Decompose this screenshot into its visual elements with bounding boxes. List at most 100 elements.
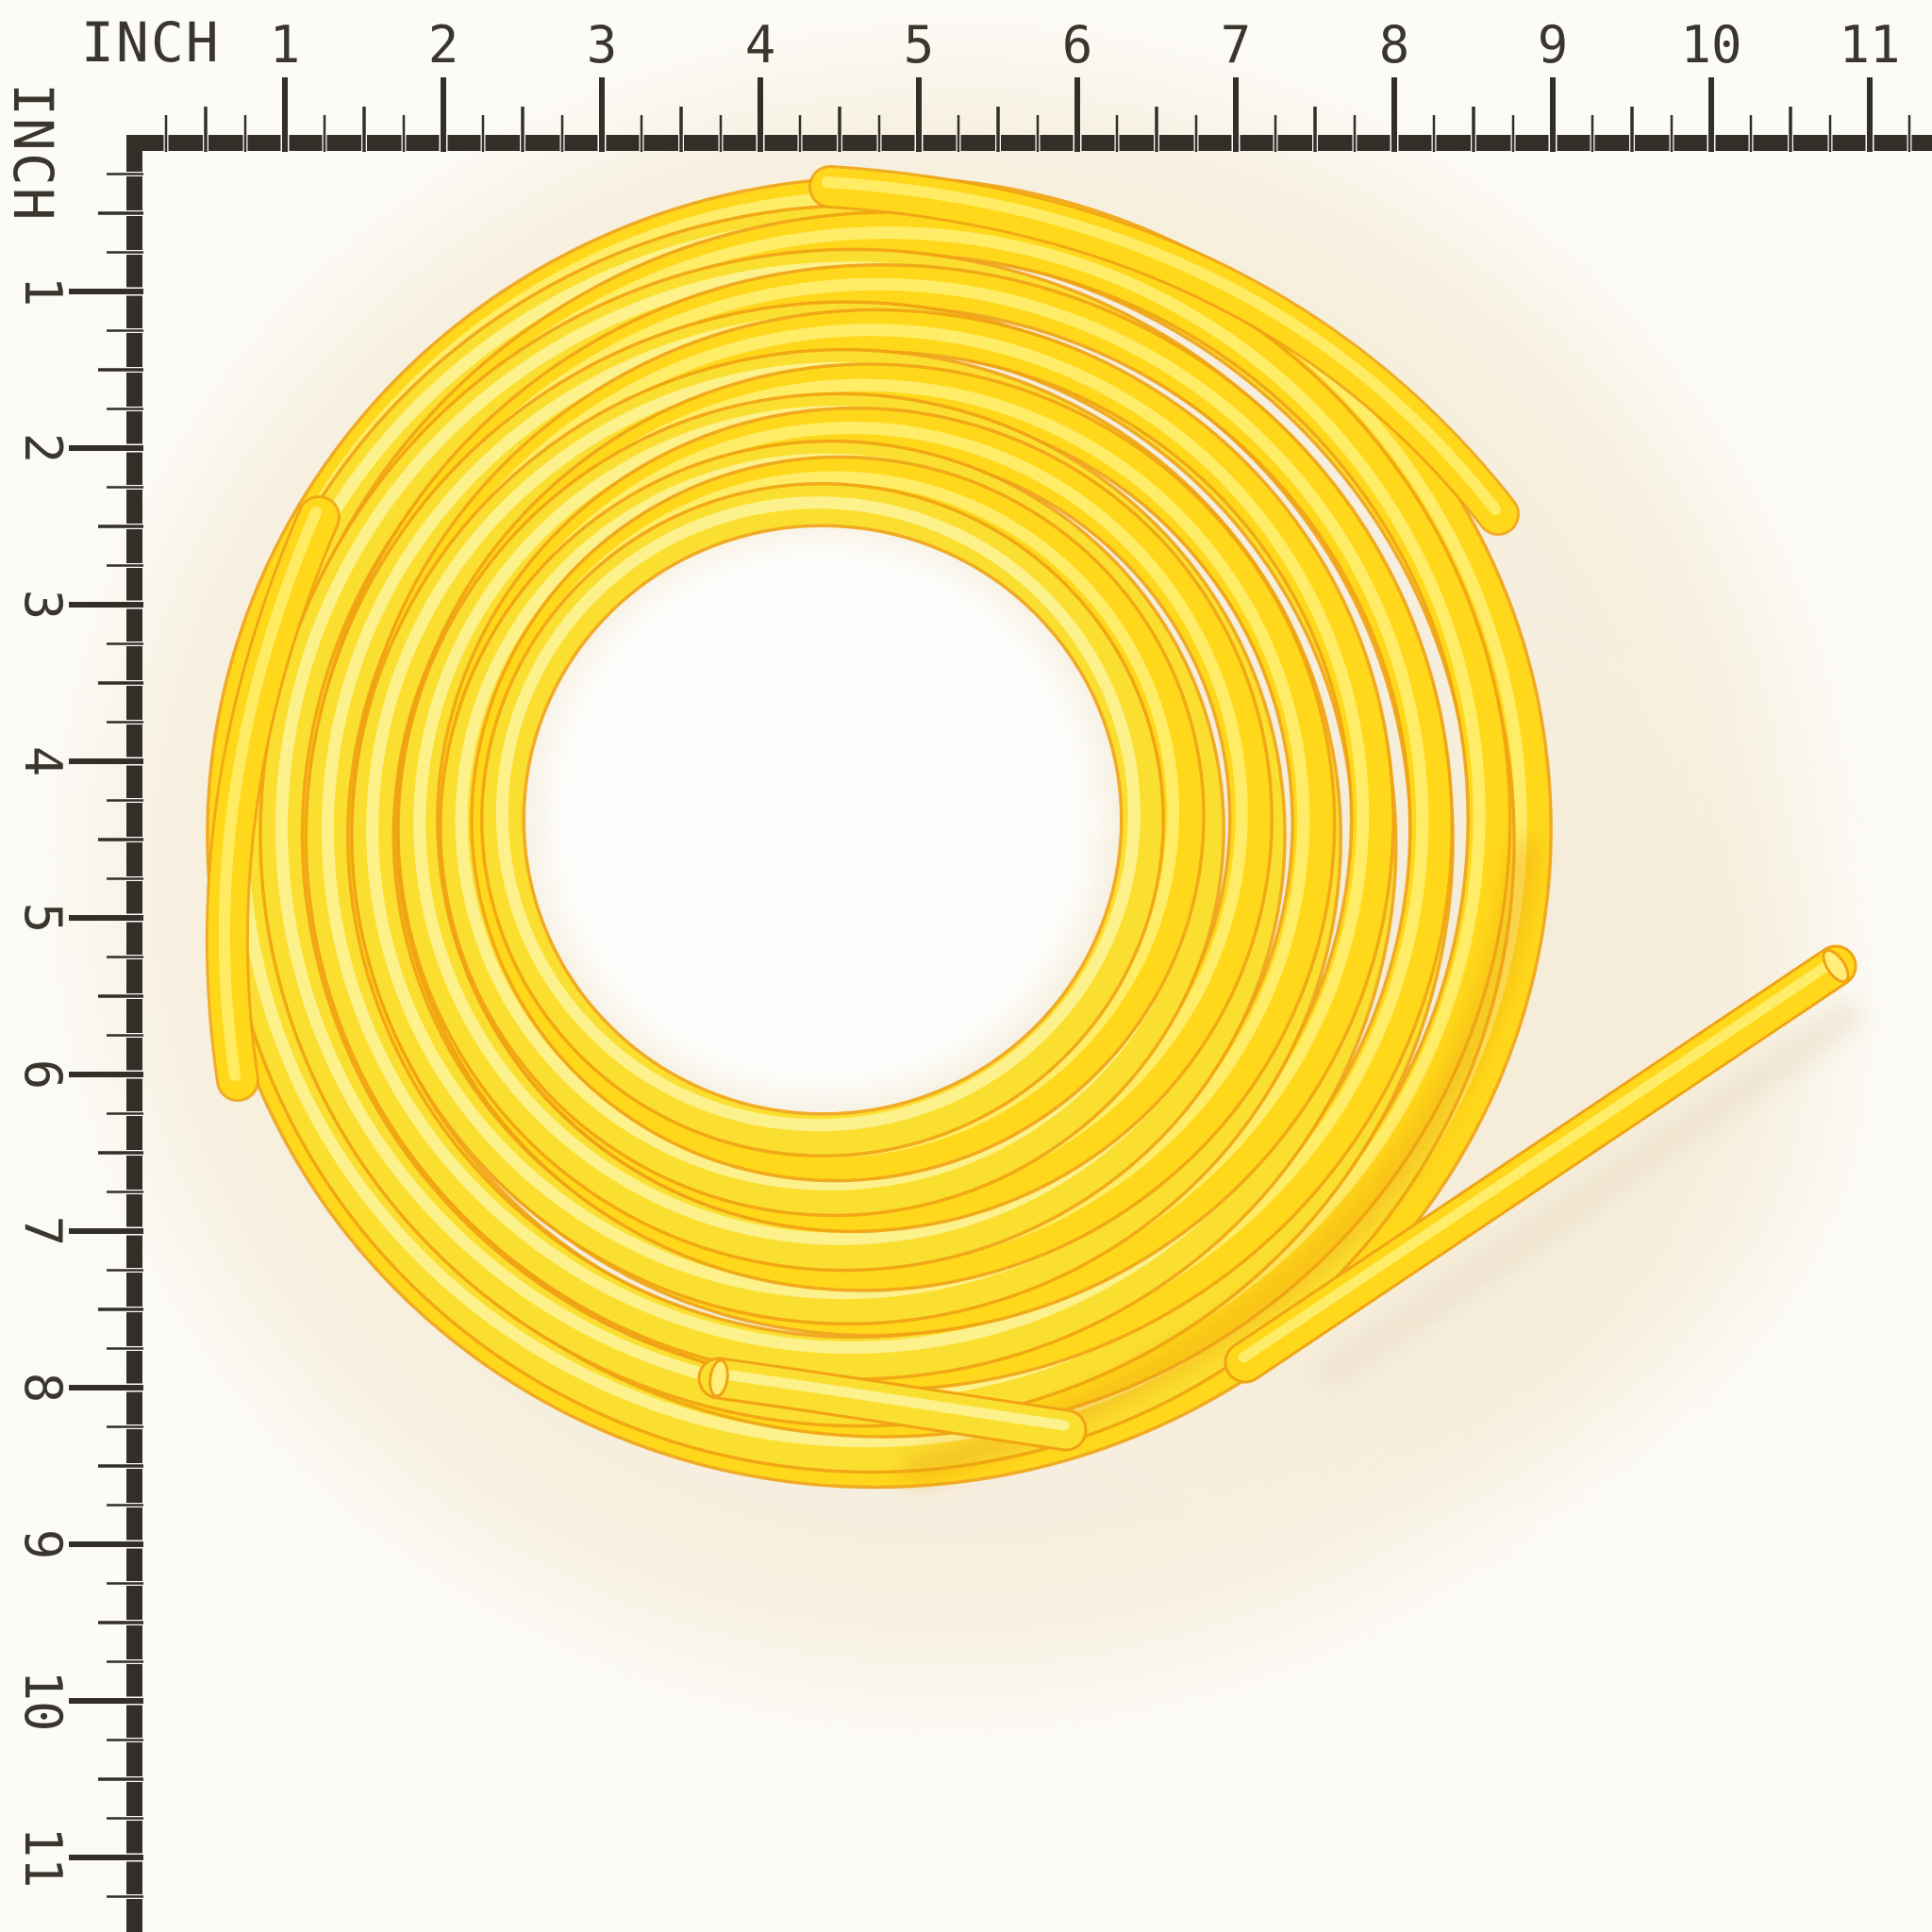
v-inch-number: 8: [13, 1373, 73, 1404]
h-inch-number: 10: [1680, 15, 1741, 75]
h-tick: [1550, 77, 1556, 152]
h-tick: [1789, 107, 1792, 152]
h-inch-number: 5: [904, 15, 935, 75]
ruler-unit-label-left: INCH: [1, 83, 65, 223]
v-inch-number: 3: [13, 590, 73, 621]
v-inch-number: 5: [13, 903, 73, 934]
h-tick: [441, 77, 446, 152]
h-inch-number: 2: [428, 15, 459, 75]
v-tick: [98, 211, 143, 215]
v-tick: [107, 642, 143, 645]
v-inch-number: 11: [13, 1826, 73, 1888]
h-tick: [521, 107, 525, 152]
v-inch-number: 2: [13, 433, 73, 464]
h-tick: [243, 115, 247, 152]
v-tick: [107, 486, 143, 489]
h-tick: [1391, 77, 1397, 152]
fuel-line-free-end: [1224, 944, 1857, 1384]
h-tick: [1708, 77, 1714, 152]
v-tick: [69, 915, 143, 921]
v-tick: [107, 799, 143, 802]
v-inch-number: 7: [13, 1216, 73, 1247]
v-tick: [69, 1228, 143, 1234]
v-tick: [107, 1347, 143, 1350]
v-inch-number: 9: [13, 1529, 73, 1560]
v-tick: [98, 1464, 143, 1468]
v-inch-number: 6: [13, 1059, 73, 1091]
h-inch-number: 6: [1062, 15, 1093, 75]
v-tick: [107, 1191, 143, 1193]
h-tick: [1828, 115, 1832, 152]
v-tick: [107, 1034, 143, 1037]
v-tick: [69, 602, 143, 608]
v-tick: [107, 408, 143, 410]
h-tick: [1313, 107, 1317, 152]
h-tick: [1155, 107, 1158, 152]
h-tick: [204, 107, 208, 152]
h-inch-number: 11: [1839, 15, 1900, 75]
h-tick: [1036, 115, 1040, 152]
tube-highlight: [711, 1368, 1070, 1431]
v-tick: [98, 994, 143, 998]
v-tick: [69, 1072, 143, 1077]
tube-cut-face-ellipse: [1822, 948, 1850, 984]
h-tick: [957, 115, 960, 152]
v-tick: [107, 721, 143, 724]
h-inch-number: 7: [1221, 15, 1252, 75]
h-tick: [798, 115, 802, 152]
fuel-line-ends: [697, 944, 1865, 1452]
h-ruler-bar: [126, 135, 1932, 151]
horizontal-ruler: 1 2 3 4 5 6 7 8 9 10 11: [126, 15, 1932, 152]
h-inch-number: 8: [1379, 15, 1410, 75]
v-tick: [69, 1855, 143, 1860]
v-tick: [107, 329, 143, 332]
v-tick: [69, 1385, 143, 1391]
v-tick: [107, 1895, 143, 1898]
h-tick: [560, 115, 564, 152]
h-tick: [402, 115, 406, 152]
h-tick: [1472, 107, 1475, 152]
tube-highlight: [822, 176, 1501, 515]
coil-strand: [205, 495, 341, 1102]
h-inch-number: 3: [587, 15, 618, 75]
tube-highlight: [495, 496, 1141, 1132]
v-tick: [107, 877, 143, 880]
h-tick: [1274, 115, 1277, 152]
ruler-unit-label-top: INCH: [81, 10, 221, 75]
v-inch-number: 4: [13, 746, 73, 777]
v-inch-number: 1: [13, 276, 73, 308]
h-tick: [1233, 77, 1239, 152]
h-inch-number: 1: [270, 15, 301, 75]
h-tick: [679, 107, 683, 152]
vertical-ruler: 1 2 3 4 5 6 7 8 9 10 11: [13, 135, 143, 1932]
v-tick: [98, 368, 143, 372]
h-tick: [758, 77, 763, 152]
v-tick: [107, 564, 143, 567]
tube-cut-face-ellipse: [708, 1358, 729, 1398]
h-tick: [164, 115, 168, 152]
v-tick: [107, 251, 143, 254]
v-tick: [69, 445, 143, 451]
v-tick: [107, 1112, 143, 1115]
v-tick: [69, 758, 143, 764]
v-tick: [98, 525, 143, 528]
v-inch-number: 10: [13, 1670, 73, 1731]
v-tick: [98, 1621, 143, 1624]
h-tick: [1194, 115, 1198, 152]
fuel-line-free-end: [697, 1357, 1088, 1452]
coil-ring: [480, 481, 1165, 1158]
h-tick: [481, 115, 485, 152]
h-tick: [1353, 115, 1357, 152]
v-tick: [69, 1698, 143, 1704]
h-inch-number: 9: [1538, 15, 1569, 75]
v-tick: [69, 289, 143, 294]
h-tick: [916, 77, 922, 152]
tube-highlight: [218, 507, 322, 1081]
h-inch-number: 4: [745, 15, 776, 75]
v-tick: [98, 1777, 143, 1781]
tail-shadow: [1313, 998, 1865, 1391]
v-tick: [69, 1541, 143, 1547]
v-tick: [107, 1817, 143, 1820]
h-tick: [877, 115, 881, 152]
